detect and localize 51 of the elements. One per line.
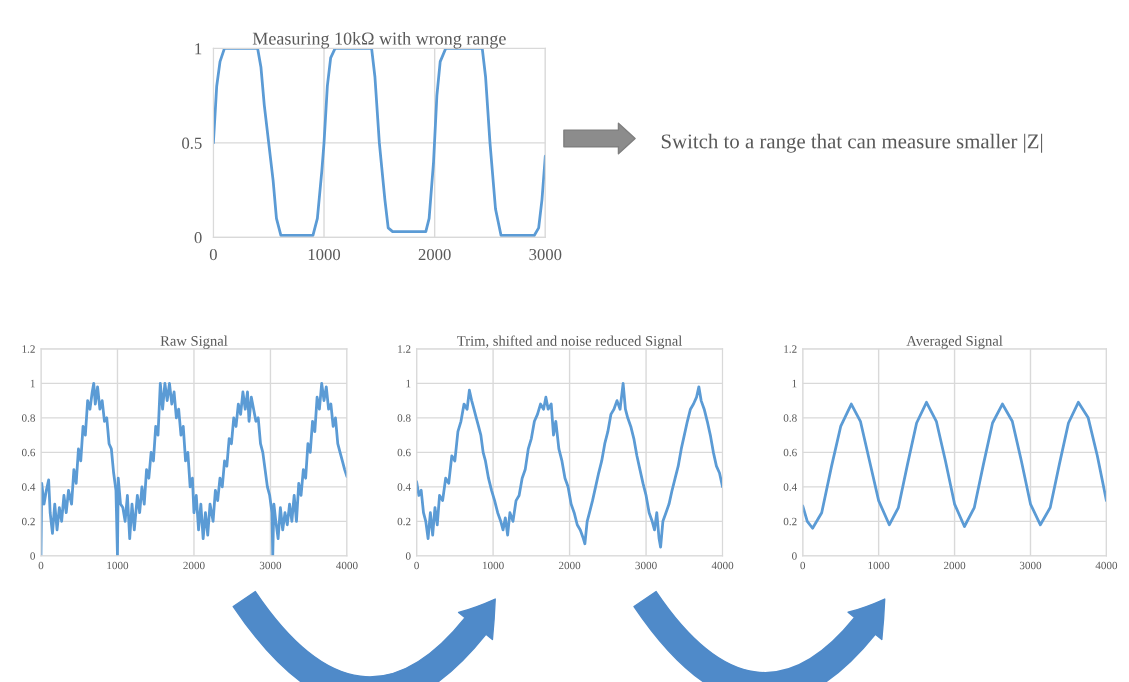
y-tick-label: 1 <box>406 379 411 388</box>
x-tick-label: 3000 <box>529 248 562 261</box>
y-tick-label: 1.2 <box>398 345 411 353</box>
y-tick-label: 0 <box>792 552 797 560</box>
y-tick-label: 0.4 <box>397 483 411 491</box>
x-tick-label: 1000 <box>868 561 890 570</box>
x-tick-label: 2000 <box>183 561 205 570</box>
y-tick-label: 1 <box>792 379 797 388</box>
x-tick-label: 4000 <box>1095 561 1118 570</box>
line-series <box>802 400 1107 530</box>
y-tick-label: 0.2 <box>21 517 35 526</box>
y-tick-label: 0.6 <box>783 448 797 457</box>
x-tick-label: 0 <box>414 561 419 570</box>
x-tick-label: 1000 <box>308 248 341 261</box>
x-tick-label: 3000 <box>1019 561 1042 570</box>
x-tick-label: 2000 <box>943 561 966 570</box>
y-tick-label: 0.8 <box>397 414 411 422</box>
x-tick-label: 3000 <box>259 561 282 570</box>
chart-title: Raw Signal <box>160 335 228 349</box>
text: Switch to a range that can measure smaller |Z| <box>661 133 1043 153</box>
x-tick-label: 0 <box>38 561 44 570</box>
x-tick-label: 2000 <box>558 561 581 570</box>
chart-title: Measuring 10kΩ with wrong range <box>252 32 506 49</box>
x-tick-label: 1000 <box>482 561 504 570</box>
x-tick-label: 0 <box>800 561 806 570</box>
x-tick-label: 4000 <box>711 561 734 570</box>
y-tick-label: 1.2 <box>784 345 797 353</box>
chart-title: Trim, shifted and noise reduced Signal <box>457 335 683 349</box>
x-tick-label: 2000 <box>418 248 451 261</box>
x-tick-label: 1000 <box>107 561 129 570</box>
y-tick-label: 1 <box>195 43 202 55</box>
line-series <box>213 48 546 237</box>
y-tick-label: 0.2 <box>397 517 411 526</box>
chart-title: Averaged Signal <box>906 335 1003 349</box>
y-tick-label: 0 <box>30 552 35 560</box>
y-tick-label: 1 <box>30 379 35 388</box>
y-tick-label: 0.4 <box>21 483 36 491</box>
y-tick-label: 0.2 <box>783 517 797 526</box>
y-tick-label: 0.5 <box>182 137 202 149</box>
y-tick-label: 0.4 <box>783 483 797 491</box>
x-tick-label: 3000 <box>635 561 657 570</box>
y-tick-label: 0.8 <box>21 414 35 422</box>
y-tick-label: 0.8 <box>783 414 797 422</box>
y-tick-label: 1.2 <box>22 345 35 353</box>
y-tick-label: 0.6 <box>397 448 411 457</box>
y-tick-label: 0.6 <box>21 448 36 457</box>
line-series <box>416 381 723 549</box>
y-tick-label: 0 <box>405 552 411 560</box>
x-tick-label: 4000 <box>336 561 358 570</box>
x-tick-label: 0 <box>209 248 217 261</box>
y-tick-label: 0 <box>194 232 202 244</box>
